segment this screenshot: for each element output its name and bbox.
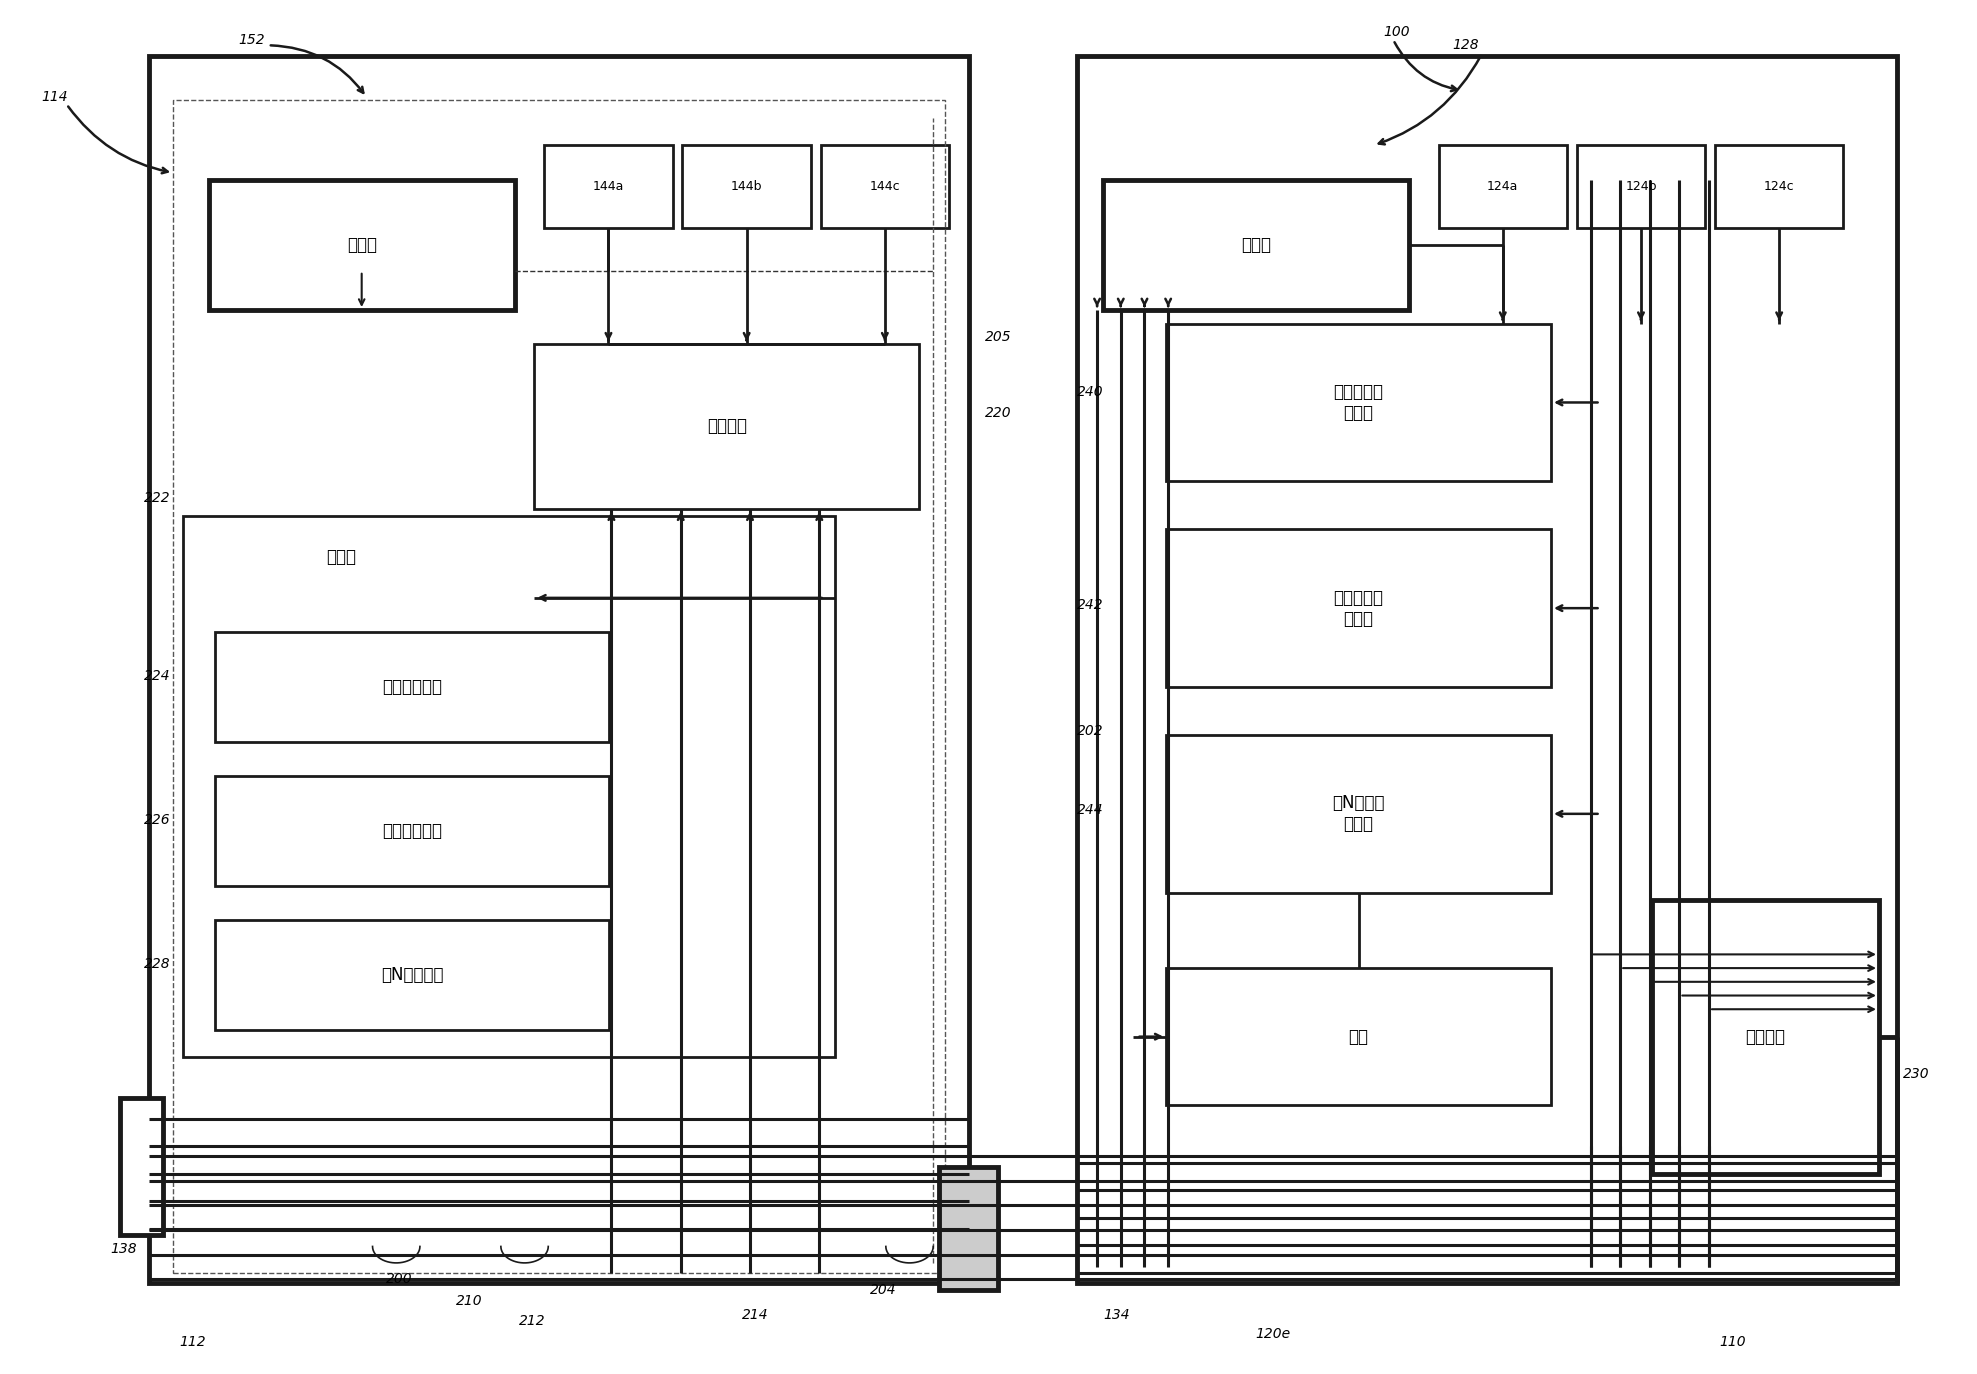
Text: 124a: 124a [1487, 180, 1518, 192]
Bar [1103, 180, 1410, 311]
Text: 第N操作状态: 第N操作状态 [382, 966, 443, 984]
Bar [174, 100, 945, 1272]
Text: 第一操作状态: 第一操作状态 [382, 677, 443, 697]
Bar [544, 146, 672, 228]
Text: 144b: 144b [731, 180, 763, 192]
Text: 124b: 124b [1625, 180, 1657, 192]
Text: 电源: 电源 [1348, 1028, 1368, 1046]
Text: 204: 204 [870, 1283, 898, 1297]
Text: 128: 128 [1453, 38, 1479, 52]
Text: 114: 114 [42, 91, 67, 104]
Bar [1439, 146, 1568, 228]
Text: 134: 134 [1103, 1308, 1129, 1322]
Bar [215, 632, 609, 742]
Text: 控制模块: 控制模块 [1746, 1028, 1785, 1046]
Text: 220: 220 [985, 405, 1010, 419]
Bar [1077, 56, 1896, 1283]
Bar [215, 776, 609, 886]
Text: 224: 224 [144, 669, 170, 683]
Text: 138: 138 [111, 1242, 136, 1256]
Text: 210: 210 [455, 1294, 482, 1308]
Text: 第N数据处
理模块: 第N数据处 理模块 [1332, 794, 1386, 833]
Text: 230: 230 [1902, 1066, 1930, 1081]
Bar [939, 1167, 998, 1290]
Bar [1166, 735, 1552, 893]
Text: 242: 242 [1077, 598, 1103, 611]
Bar [682, 146, 811, 228]
Text: 第一数据处
理模块: 第一数据处 理模块 [1334, 383, 1384, 422]
Bar [1166, 969, 1552, 1105]
Text: 显示屏: 显示屏 [1242, 236, 1271, 254]
Text: 第二操作状态: 第二操作状态 [382, 822, 443, 840]
Text: 152: 152 [239, 33, 265, 47]
Text: 112: 112 [180, 1336, 206, 1349]
Text: 120e: 120e [1255, 1327, 1291, 1341]
Text: 244: 244 [1077, 804, 1103, 818]
Bar [1578, 146, 1704, 228]
Text: 200: 200 [386, 1272, 413, 1286]
Text: 212: 212 [518, 1314, 546, 1327]
Text: 226: 226 [144, 813, 170, 827]
Bar [215, 921, 609, 1029]
Text: 124c: 124c [1763, 180, 1795, 192]
Bar [121, 1098, 164, 1235]
Text: 110: 110 [1718, 1336, 1746, 1349]
Text: 第二数据处
理模块: 第二数据处 理模块 [1334, 588, 1384, 628]
Bar [534, 345, 919, 508]
Text: 144a: 144a [593, 180, 625, 192]
Bar [184, 515, 834, 1057]
Text: 205: 205 [985, 330, 1010, 345]
Text: 214: 214 [741, 1308, 769, 1322]
Text: 显示屏: 显示屏 [346, 236, 378, 254]
Bar [150, 56, 969, 1283]
Text: 144c: 144c [870, 180, 900, 192]
Bar [1653, 900, 1878, 1173]
Bar [820, 146, 949, 228]
Text: 存储器: 存储器 [326, 548, 356, 566]
Text: 微处理器: 微处理器 [708, 418, 747, 436]
Bar [1714, 146, 1843, 228]
Bar [210, 180, 514, 311]
Text: 100: 100 [1384, 25, 1410, 38]
Text: 202: 202 [1077, 724, 1103, 738]
Text: 228: 228 [144, 956, 170, 971]
Bar [1166, 324, 1552, 481]
Text: 240: 240 [1077, 385, 1103, 400]
Text: 222: 222 [144, 491, 170, 504]
Bar [1166, 529, 1552, 687]
